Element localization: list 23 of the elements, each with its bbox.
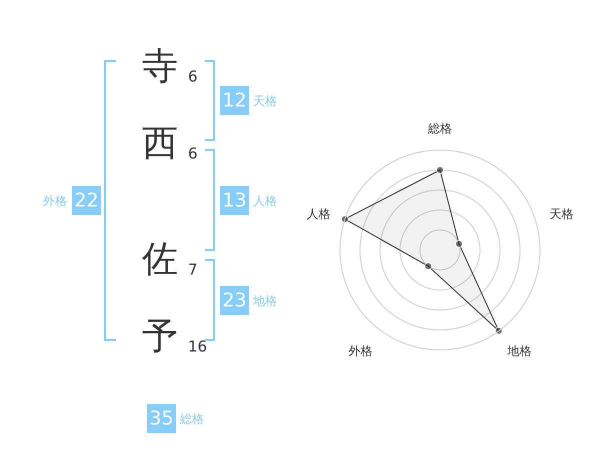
data-label: 23	[222, 289, 247, 311]
data-label: 16	[188, 338, 208, 356]
spoke-label: 天格	[549, 206, 574, 221]
category-label: 地格	[253, 294, 277, 308]
spoke-label: 外格	[348, 344, 372, 358]
data-label: 35	[149, 407, 174, 429]
category-label: 人格	[253, 194, 277, 208]
spoke-label: 人格	[306, 206, 331, 221]
data-label: 6	[188, 68, 198, 86]
data-label: 7	[188, 260, 198, 278]
data-label: 22	[74, 189, 99, 211]
category-label: 天格	[253, 94, 277, 108]
category-label: 総格	[180, 412, 204, 426]
category-label: 外格	[43, 194, 67, 208]
spoke-label: 総格	[427, 122, 452, 136]
category-label: 佐	[142, 239, 178, 280]
category-label: 予	[142, 316, 178, 357]
category-label: 寺	[142, 46, 178, 87]
data-label: 13	[222, 189, 247, 211]
category-label: 西	[142, 123, 178, 164]
data-label: 12	[222, 89, 247, 111]
data-label: 6	[188, 144, 198, 162]
spoke-label: 地格	[506, 344, 532, 358]
